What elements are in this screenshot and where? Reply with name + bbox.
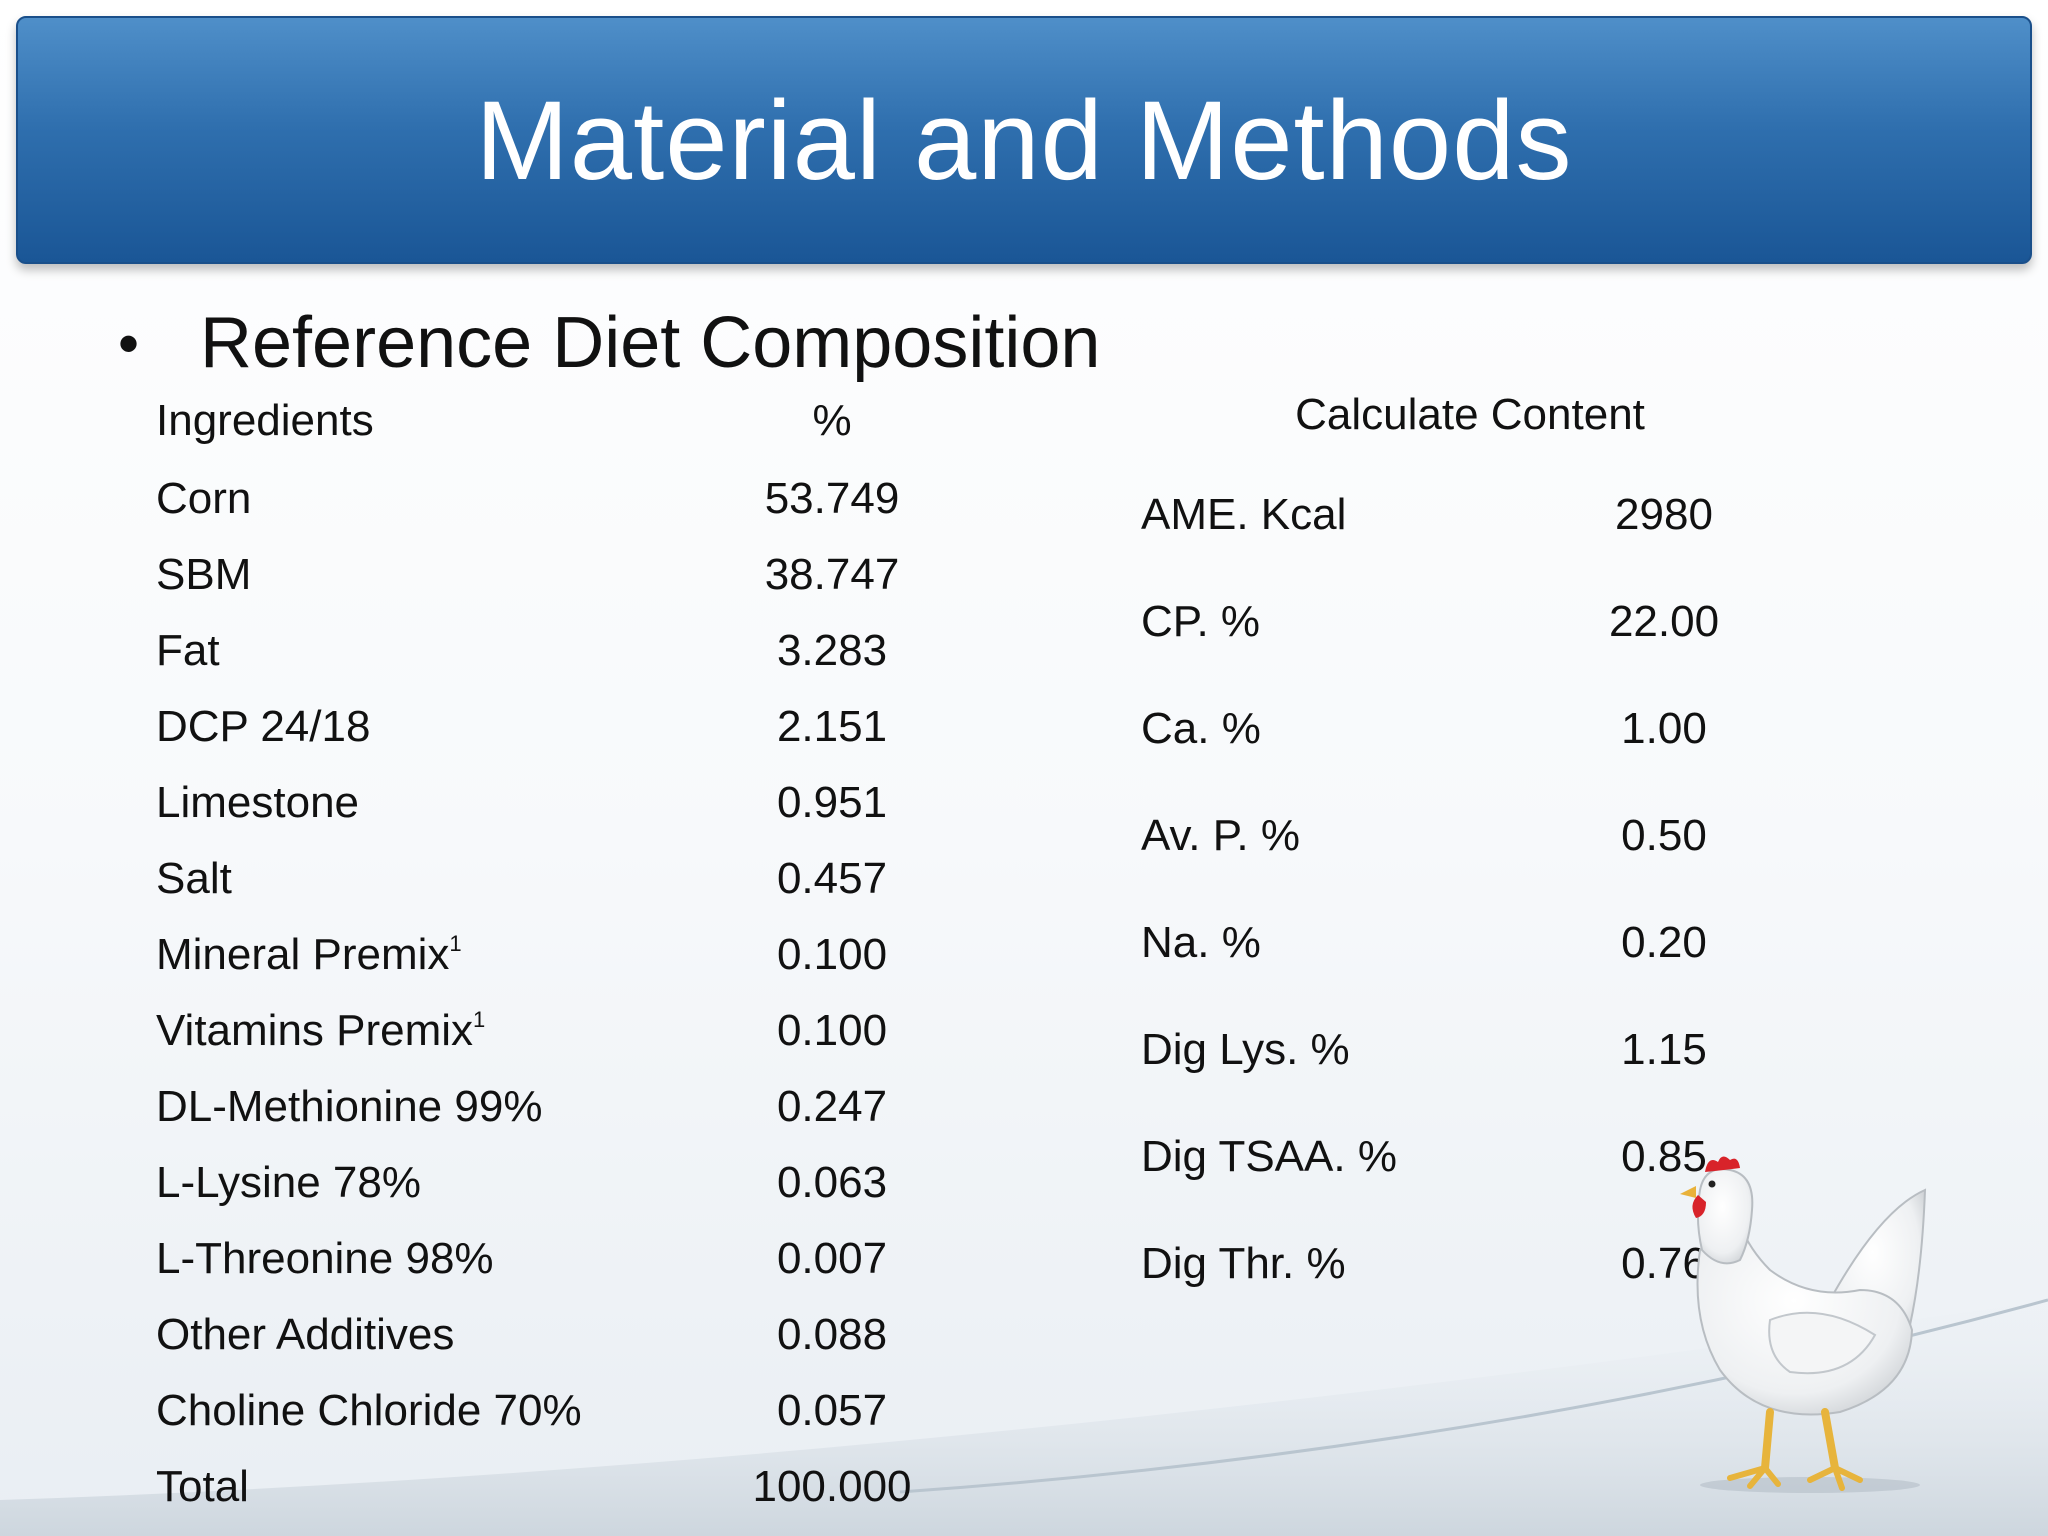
footnote-marker: 1 bbox=[449, 931, 462, 957]
content-name: CP. % bbox=[1141, 597, 1261, 646]
content-value: 0.76 bbox=[1621, 1239, 1707, 1288]
ingredients-header: Ingredients bbox=[156, 396, 374, 445]
ingredient-value: 0.100 bbox=[776, 1006, 888, 1055]
total-value: 100.000 bbox=[752, 1462, 912, 1511]
content-value: 2980 bbox=[1615, 490, 1713, 539]
ingredient-name: DL-Methionine 99% bbox=[156, 1082, 543, 1131]
content-name: Na. % bbox=[1141, 918, 1261, 967]
ingredient-name: DCP 24/18 bbox=[156, 702, 371, 751]
content-name: Av. P. % bbox=[1141, 811, 1300, 860]
ingredient-name: Choline Chloride 70% bbox=[156, 1386, 582, 1435]
section-heading: Reference Diet Composition bbox=[200, 303, 1101, 383]
ingredient-name: Salt bbox=[156, 854, 232, 903]
ingredient-value: 38.747 bbox=[764, 550, 900, 599]
ingredient-name: L-Lysine 78% bbox=[156, 1158, 421, 1207]
content-name: Dig Lys. % bbox=[1141, 1025, 1350, 1074]
title-bar: Material and Methods bbox=[16, 16, 2032, 264]
percent-header: % bbox=[812, 396, 852, 445]
ingredient-name: Limestone bbox=[156, 778, 360, 827]
ingredient-name-with-footnote: Mineral Premix1 bbox=[156, 930, 462, 980]
ingredient-name: Vitamins Premix bbox=[156, 1006, 474, 1055]
ingredient-name: L-Threonine 98% bbox=[156, 1234, 494, 1283]
ingredient-value: 0.088 bbox=[776, 1310, 888, 1359]
slide-title: Material and Methods bbox=[475, 77, 1573, 203]
ingredient-value: 0.063 bbox=[776, 1158, 888, 1207]
content-name: Dig TSAA. % bbox=[1141, 1132, 1397, 1181]
ingredient-name: Fat bbox=[156, 626, 220, 675]
content-name: AME. Kcal bbox=[1141, 490, 1347, 539]
ingredient-value: 0.951 bbox=[776, 778, 888, 827]
content-value: 1.00 bbox=[1621, 704, 1707, 753]
ingredient-value: 0.057 bbox=[776, 1386, 888, 1435]
footnote-marker: 1 bbox=[473, 1007, 486, 1033]
ingredient-name: Corn bbox=[156, 474, 252, 523]
bullet-heading-row: • Reference Diet Composition bbox=[118, 302, 1100, 384]
content-value: 22.00 bbox=[1608, 597, 1720, 646]
ingredient-value: 3.283 bbox=[776, 626, 888, 675]
hen-illustration-icon bbox=[1680, 1156, 1927, 1493]
ingredient-name-with-footnote: Vitamins Premix1 bbox=[156, 1006, 485, 1056]
ingredient-value: 2.151 bbox=[776, 702, 888, 751]
content-name: Dig Thr. % bbox=[1141, 1239, 1346, 1288]
content-value: 1.15 bbox=[1621, 1025, 1707, 1074]
bullet-dot-icon: • bbox=[118, 309, 140, 377]
ingredient-name: Other Additives bbox=[156, 1310, 455, 1359]
ingredient-value: 0.100 bbox=[776, 930, 888, 979]
ingredient-name: Mineral Premix bbox=[156, 930, 450, 979]
content-value: 0.50 bbox=[1621, 811, 1707, 860]
ingredient-value: 0.457 bbox=[776, 854, 888, 903]
ingredient-value: 0.247 bbox=[776, 1082, 888, 1131]
total-label: Total bbox=[156, 1462, 249, 1511]
ingredient-name: SBM bbox=[156, 550, 252, 599]
ingredient-value: 53.749 bbox=[764, 474, 900, 523]
content-value: 0.20 bbox=[1621, 918, 1707, 967]
calculate-content-header: Calculate Content bbox=[1295, 390, 1645, 439]
content-value: 0.85 bbox=[1621, 1132, 1707, 1181]
content-name: Ca. % bbox=[1141, 704, 1261, 753]
ingredient-value: 0.007 bbox=[776, 1234, 888, 1283]
